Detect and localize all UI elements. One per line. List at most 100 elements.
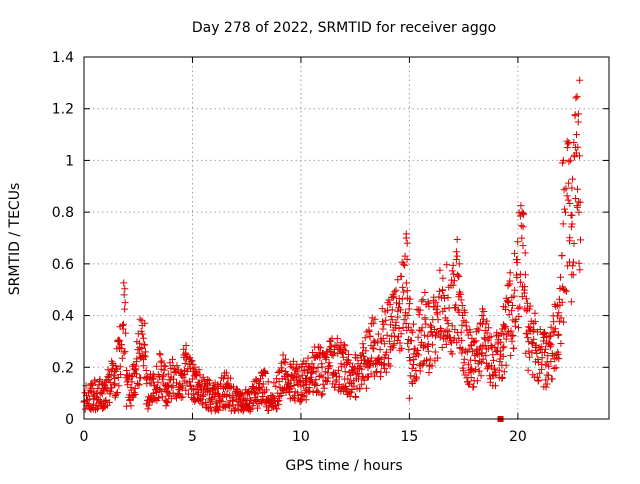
- data-point: [552, 364, 560, 372]
- data-point: [429, 341, 437, 349]
- data-point: [173, 379, 180, 387]
- data-point: [164, 370, 172, 378]
- data-point: [199, 399, 207, 407]
- data-point: [322, 355, 330, 363]
- data-point: [522, 295, 530, 303]
- data-point: [341, 368, 349, 376]
- data-point: [403, 239, 411, 247]
- data-point: [491, 343, 499, 351]
- data-point: [425, 369, 433, 376]
- data-point: [110, 381, 118, 389]
- data-point: [443, 316, 451, 324]
- data-point: [116, 363, 124, 371]
- data-point: [453, 252, 461, 260]
- data-point: [366, 332, 374, 340]
- data-point: [259, 380, 267, 388]
- data-point: [398, 344, 406, 352]
- data-point: [505, 311, 513, 319]
- data-point: [392, 286, 400, 294]
- data-point: [576, 76, 584, 84]
- data-point: [468, 347, 476, 355]
- data-point: [315, 343, 323, 351]
- data-point: [448, 322, 456, 330]
- data-point: [258, 383, 266, 391]
- data-point: [502, 323, 510, 331]
- data-point: [487, 342, 495, 349]
- data-point: [400, 316, 408, 324]
- data-point: [415, 351, 423, 359]
- data-point: [441, 294, 448, 302]
- data-point: [356, 385, 364, 393]
- data-point: [162, 402, 170, 410]
- data-point: [417, 327, 425, 335]
- data-point: [444, 320, 452, 328]
- data-point: [304, 354, 312, 362]
- data-point: [519, 211, 527, 219]
- data-point: [320, 384, 328, 392]
- data-point: [504, 298, 512, 306]
- data-point: [285, 384, 293, 392]
- data-point: [565, 179, 573, 187]
- data-point: [298, 360, 306, 368]
- data-point: [442, 340, 450, 348]
- data-point: [509, 332, 517, 340]
- data-point: [548, 375, 556, 383]
- data-point: [121, 299, 129, 307]
- chart-title: Day 278 of 2022, SRMTID for receiver agg…: [192, 20, 496, 36]
- data-point: [382, 368, 390, 376]
- data-point: [485, 324, 493, 332]
- data-point: [449, 261, 457, 269]
- data-point: [312, 376, 320, 384]
- data-point: [422, 320, 430, 328]
- data-point: [489, 351, 497, 359]
- data-point: [462, 322, 470, 330]
- data-point: [533, 373, 541, 381]
- data-point: [519, 242, 527, 250]
- data-point: [355, 375, 362, 383]
- data-point: [499, 344, 507, 352]
- data-point: [140, 352, 148, 359]
- data-point: [483, 329, 491, 337]
- data-point: [558, 252, 566, 259]
- data-point: [544, 371, 552, 379]
- data-point: [448, 350, 456, 358]
- data-point: [344, 375, 352, 383]
- data-point: [506, 277, 514, 285]
- data-point: [400, 288, 408, 296]
- data-point: [345, 351, 352, 358]
- data-point: [502, 335, 510, 343]
- data-point: [404, 312, 412, 319]
- data-point: [369, 319, 377, 327]
- data-point: [182, 342, 190, 349]
- data-point: [483, 317, 491, 325]
- data-point: [421, 315, 429, 323]
- data-point: [308, 360, 316, 368]
- data-point: [559, 220, 567, 228]
- data-point: [558, 298, 566, 306]
- data-point: [388, 316, 396, 324]
- y-tick-label: 0.8: [52, 205, 74, 221]
- data-point: [543, 380, 551, 388]
- data-point: [502, 306, 510, 313]
- data-point: [250, 399, 258, 407]
- data-point: [94, 385, 102, 393]
- x-tick-label: 0: [80, 429, 89, 445]
- data-point: [536, 326, 544, 333]
- x-tick-label: 10: [292, 429, 310, 445]
- data-point: [124, 376, 132, 384]
- data-point: [569, 258, 577, 266]
- y-tick-label: 1.4: [52, 50, 74, 66]
- data-point: [396, 300, 403, 308]
- data-point: [409, 328, 417, 336]
- data-point: [290, 382, 298, 389]
- data-point: [418, 297, 426, 305]
- data-point: [339, 353, 347, 361]
- data-point: [428, 362, 436, 370]
- data-point: [561, 205, 569, 213]
- data-point: [487, 333, 495, 341]
- data-point: [381, 340, 389, 348]
- data-point: [220, 375, 228, 383]
- data-point: [550, 328, 558, 336]
- data-point: [569, 175, 577, 183]
- data-point: [403, 287, 411, 295]
